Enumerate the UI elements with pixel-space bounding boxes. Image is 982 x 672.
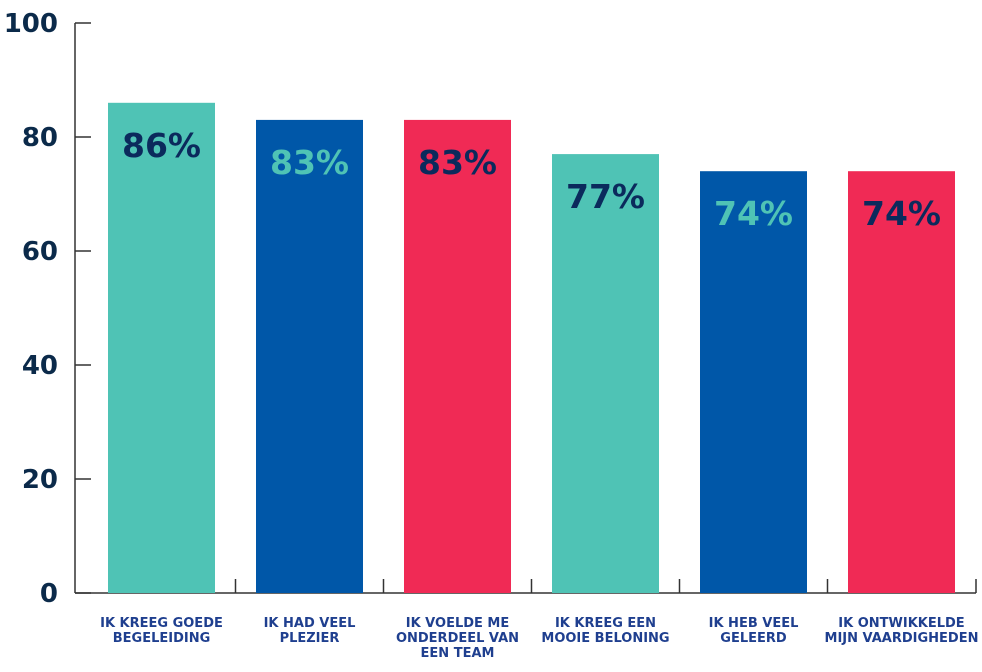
x-axis xyxy=(75,579,977,594)
y-tick-label: 80 xyxy=(22,123,58,153)
x-category-label: IK HAD VEEL PLEZIER xyxy=(264,616,356,646)
y-axis: 0 20 40 60 80 100 xyxy=(4,9,91,609)
y-tick-label: 60 xyxy=(22,237,58,267)
bar-value-label: 83% xyxy=(270,143,349,182)
bar xyxy=(108,102,215,594)
bar-value-label: 83% xyxy=(418,143,497,182)
bar xyxy=(552,154,659,593)
bar-value-labels: 86% 83% 83% 77% 74% 74% xyxy=(122,126,941,233)
bar xyxy=(700,171,807,593)
x-category-label: IK HEB VEEL GELEERD xyxy=(709,616,799,646)
bar-value-label: 86% xyxy=(122,126,201,165)
y-tick-label: 20 xyxy=(22,465,58,495)
x-category-label: IK KREEG GOEDE BEGELEIDING xyxy=(100,616,223,646)
y-tick-label: 0 xyxy=(40,579,58,609)
category-labels: IK KREEG GOEDE BEGELEIDING IK HAD VEEL PLEZ… xyxy=(100,616,978,661)
bar-value-label: 77% xyxy=(566,177,645,216)
bar xyxy=(404,119,511,594)
y-tick-label: 100 xyxy=(4,9,58,39)
bar-value-label: 74% xyxy=(714,194,793,233)
x-category-label: IK VOELDE ME ONDERDEEL VAN EEN TEAM xyxy=(396,616,519,661)
bar-value-label: 74% xyxy=(862,194,941,233)
bar xyxy=(256,119,363,594)
x-category-label: IK KREEG EEN MOOIE BELONING xyxy=(541,616,669,646)
bars xyxy=(108,102,955,594)
x-category-label: IK ONTWIKKELDE MIJN VAARDIGHEDEN xyxy=(825,616,979,646)
bar xyxy=(848,171,955,593)
y-tick-label: 40 xyxy=(22,351,58,381)
